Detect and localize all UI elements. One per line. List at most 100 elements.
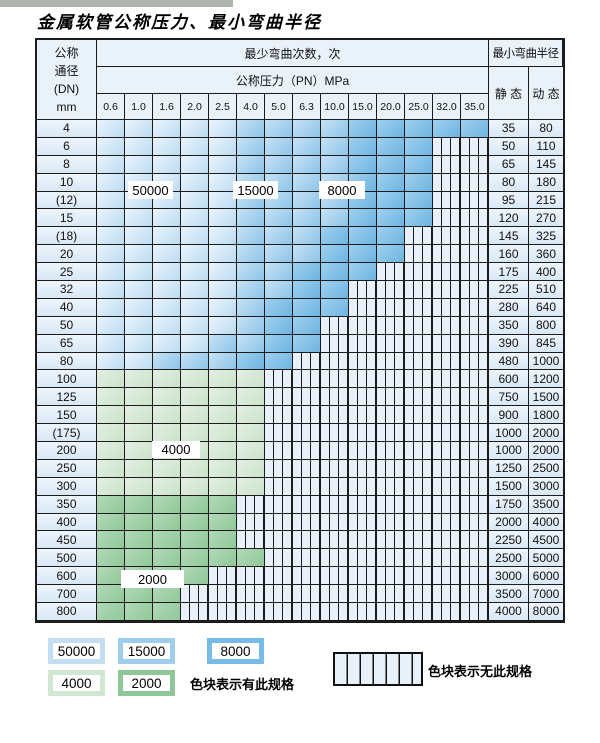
cell-no-spec xyxy=(405,477,433,496)
static-radius-value: 900 xyxy=(489,406,529,425)
column-header: 0.6 xyxy=(97,94,125,120)
cell-no-spec xyxy=(433,603,461,621)
cell-spec xyxy=(209,370,237,389)
static-radius-value: 480 xyxy=(489,352,529,371)
cell-spec xyxy=(97,173,125,192)
cell-spec xyxy=(321,137,349,156)
band-value-label: 8000 xyxy=(319,181,365,199)
cell-spec xyxy=(237,549,265,568)
cell-spec xyxy=(293,298,321,317)
cell-spec xyxy=(237,316,265,335)
cell-spec xyxy=(293,120,321,138)
dn-label: 80 xyxy=(37,352,97,371)
static-radius-value: 80 xyxy=(489,173,529,192)
cell-no-spec xyxy=(321,549,349,568)
cell-no-spec xyxy=(461,495,489,514)
static-radius-value: 95 xyxy=(489,191,529,210)
cell-spec xyxy=(237,459,265,478)
header-nominal-pressure: 公称压力（PN）MPa xyxy=(97,67,489,94)
cell-spec xyxy=(405,137,433,156)
cell-no-spec xyxy=(433,191,461,210)
dn-label: (175) xyxy=(37,424,97,443)
table-row: 8 65 145 xyxy=(37,155,563,174)
table-row: 80 480 1000 xyxy=(37,352,563,371)
cell-spec xyxy=(125,585,153,604)
cell-spec xyxy=(125,370,153,389)
cell-spec xyxy=(153,281,181,299)
cell-no-spec xyxy=(461,209,489,228)
dynamic-radius-value: 215 xyxy=(529,191,563,210)
cell-spec xyxy=(153,155,181,174)
cell-no-spec xyxy=(293,495,321,514)
cell-no-spec xyxy=(433,137,461,156)
cell-no-spec xyxy=(321,424,349,443)
cell-spec xyxy=(97,585,125,604)
cell-spec xyxy=(209,352,237,371)
cell-spec xyxy=(265,245,293,264)
cell-spec xyxy=(321,245,349,264)
cell-spec xyxy=(293,137,321,156)
cell-spec xyxy=(265,209,293,228)
cell-spec xyxy=(237,245,265,264)
cell-spec xyxy=(181,531,209,550)
cell-spec xyxy=(349,155,377,174)
cell-no-spec xyxy=(349,442,377,460)
table-row: 15 120 270 xyxy=(37,209,563,228)
dn-label: 200 xyxy=(37,442,97,460)
dynamic-radius-value: 360 xyxy=(529,245,563,264)
band-value-label: 4000 xyxy=(152,441,200,458)
cell-no-spec xyxy=(433,531,461,550)
cell-spec xyxy=(125,477,153,496)
cell-no-spec xyxy=(433,316,461,335)
cell-no-spec xyxy=(265,603,293,621)
cell-no-spec xyxy=(349,567,377,586)
dn-label: 20 xyxy=(37,245,97,264)
cell-spec xyxy=(97,227,125,246)
static-radius-value: 65 xyxy=(489,155,529,174)
dn-label: 32 xyxy=(37,281,97,299)
cell-no-spec xyxy=(377,334,405,353)
dynamic-radius-value: 400 xyxy=(529,263,563,282)
dynamic-radius-value: 2000 xyxy=(529,424,563,443)
cell-spec xyxy=(153,495,181,514)
dn-label: (18) xyxy=(37,227,97,246)
cell-spec xyxy=(349,263,377,282)
cell-spec xyxy=(181,298,209,317)
cell-spec xyxy=(321,263,349,282)
cell-spec xyxy=(293,191,321,210)
dynamic-radius-value: 2000 xyxy=(529,442,563,460)
cell-no-spec xyxy=(377,513,405,532)
cell-no-spec xyxy=(433,585,461,604)
dn-label: 350 xyxy=(37,495,97,514)
cell-no-spec xyxy=(349,388,377,407)
cell-no-spec xyxy=(461,442,489,460)
cell-spec xyxy=(153,406,181,425)
cell-no-spec xyxy=(265,370,293,389)
cell-spec xyxy=(237,406,265,425)
cell-spec xyxy=(153,120,181,138)
cell-spec xyxy=(125,316,153,335)
static-radius-value: 390 xyxy=(489,334,529,353)
corner-line: mm xyxy=(56,99,77,114)
cell-no-spec xyxy=(433,173,461,192)
dynamic-radius-value: 80 xyxy=(529,120,563,138)
cell-no-spec xyxy=(377,495,405,514)
cell-spec xyxy=(237,298,265,317)
cell-no-spec xyxy=(405,334,433,353)
cell-no-spec xyxy=(405,370,433,389)
cell-no-spec xyxy=(237,531,265,550)
cell-spec xyxy=(125,281,153,299)
table-row: 450 2250 4500 xyxy=(37,531,563,550)
cell-spec xyxy=(97,477,125,496)
cell-spec xyxy=(97,155,125,174)
cell-no-spec xyxy=(405,495,433,514)
cell-spec xyxy=(153,370,181,389)
static-radius-value: 3000 xyxy=(489,567,529,586)
cell-spec xyxy=(125,442,153,460)
cell-no-spec xyxy=(433,281,461,299)
dn-label: 400 xyxy=(37,513,97,532)
cell-spec xyxy=(181,334,209,353)
cell-spec xyxy=(209,406,237,425)
cell-spec xyxy=(97,531,125,550)
cell-spec xyxy=(265,298,293,317)
